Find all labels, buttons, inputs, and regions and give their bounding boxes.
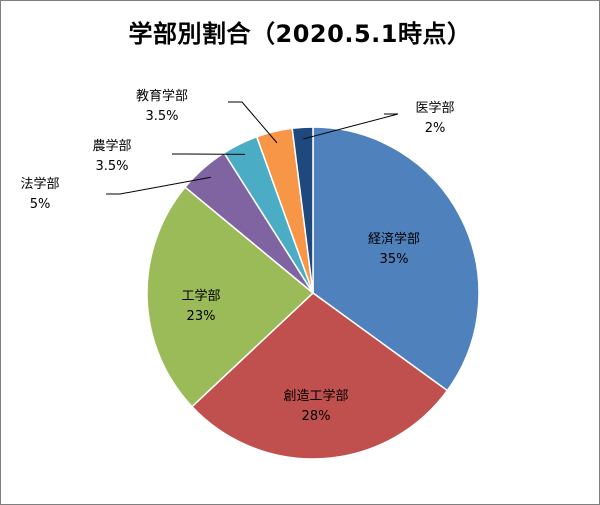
chart-title: 学部別割合（2020.5.1時点） (128, 20, 472, 48)
leader-line-4 (106, 176, 211, 195)
pie-slice-3 (146, 186, 315, 408)
leader-lines (106, 101, 399, 195)
data-labels: 経済学部 35% 創造工学部 28% 工学部 23% 法学部 5% 農学部 3.5% 教育学部 3.5… (20, 88, 454, 424)
slice-value-label-6: 3.5% (145, 109, 178, 124)
pie-slice-2 (190, 292, 449, 460)
pie-slice-1 (312, 126, 480, 392)
slice-value-label-3: 23% (187, 309, 216, 324)
slice-name-label-6: 教育学部 (136, 88, 188, 104)
slice-value-label-7: 2% (425, 121, 446, 136)
slice-name-label-3: 工学部 (181, 288, 220, 304)
slice-value-label-2: 28% (302, 409, 331, 424)
leader-line-6 (228, 101, 278, 144)
slice-name-label-2: 創造工学部 (283, 388, 348, 404)
slice-value-label-5: 3.5% (95, 159, 128, 174)
slice-name-label-4: 法学部 (20, 176, 59, 192)
slice-name-label-1: 経済学部 (368, 231, 420, 247)
slice-value-label-4: 5% (30, 197, 51, 212)
slice-name-label-7: 医学部 (415, 100, 454, 116)
leader-line-7 (303, 113, 399, 140)
slice-value-label-1: 35% (380, 252, 409, 267)
pie-slice-7 (291, 126, 314, 294)
slice-name-label-5: 農学部 (92, 138, 131, 154)
pie-slices (146, 126, 480, 460)
